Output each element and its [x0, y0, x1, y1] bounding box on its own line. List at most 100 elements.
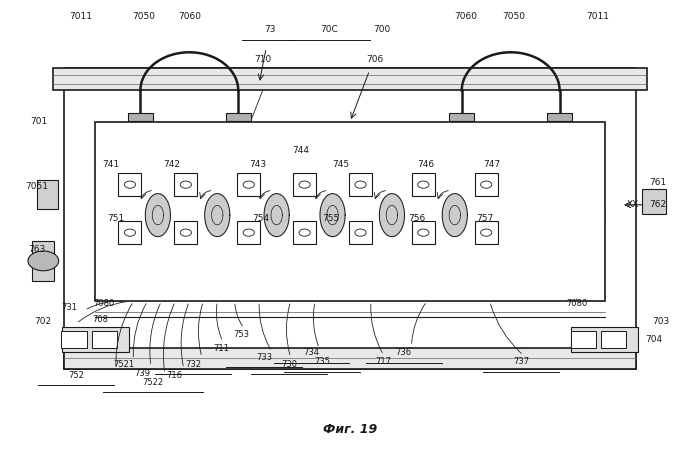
Text: 753: 753 — [234, 330, 250, 339]
Bar — [547, 113, 572, 121]
Bar — [293, 221, 316, 244]
Text: 744: 744 — [293, 147, 309, 156]
Text: 7050: 7050 — [503, 12, 526, 21]
Circle shape — [243, 229, 254, 236]
Bar — [174, 221, 197, 244]
Circle shape — [481, 181, 492, 188]
Text: 761: 761 — [649, 178, 666, 187]
Bar — [571, 327, 638, 351]
Bar — [412, 221, 435, 244]
Circle shape — [355, 229, 366, 236]
Bar — [128, 113, 153, 121]
Polygon shape — [146, 194, 171, 237]
Text: 743: 743 — [249, 160, 266, 169]
Text: 701: 701 — [31, 117, 48, 126]
Bar — [32, 241, 55, 281]
Polygon shape — [442, 194, 468, 237]
Circle shape — [355, 181, 366, 188]
Text: 737: 737 — [513, 357, 529, 366]
Bar — [293, 173, 316, 196]
Text: 734: 734 — [304, 348, 320, 357]
Text: 751: 751 — [107, 214, 125, 223]
Text: 745: 745 — [332, 160, 349, 169]
Bar — [570, 331, 596, 348]
Bar — [118, 173, 141, 196]
Text: 7050: 7050 — [132, 12, 155, 21]
Bar — [62, 327, 129, 351]
Bar — [225, 113, 251, 121]
Text: 7011: 7011 — [587, 12, 610, 21]
Text: 717: 717 — [374, 357, 391, 366]
Bar — [349, 173, 372, 196]
Bar — [62, 331, 87, 348]
Circle shape — [125, 181, 136, 188]
Bar — [64, 68, 636, 369]
Polygon shape — [264, 194, 289, 237]
Bar — [92, 331, 117, 348]
Text: 746: 746 — [417, 160, 434, 169]
Circle shape — [125, 229, 136, 236]
Text: 741: 741 — [102, 160, 120, 169]
Text: 704: 704 — [645, 335, 662, 344]
Text: 735: 735 — [314, 357, 330, 366]
Circle shape — [418, 181, 429, 188]
Text: 7011: 7011 — [69, 12, 92, 21]
Bar — [412, 173, 435, 196]
Text: 702: 702 — [34, 317, 51, 326]
Text: Фиг. 19: Фиг. 19 — [323, 423, 377, 436]
Text: 733: 733 — [256, 353, 272, 362]
Bar — [118, 221, 141, 244]
Text: 7522: 7522 — [142, 378, 164, 387]
Bar — [64, 348, 636, 369]
Text: 711: 711 — [213, 344, 229, 353]
Circle shape — [299, 229, 310, 236]
Text: 7060: 7060 — [178, 12, 201, 21]
Bar — [349, 221, 372, 244]
Text: 752: 752 — [68, 371, 84, 380]
Bar — [237, 173, 260, 196]
Bar — [237, 221, 260, 244]
Text: 703: 703 — [652, 317, 669, 326]
Text: 700: 700 — [373, 25, 390, 34]
Text: 710: 710 — [254, 54, 272, 63]
Bar — [601, 331, 626, 348]
Text: 716: 716 — [166, 371, 182, 380]
Text: 7051: 7051 — [25, 182, 48, 191]
Text: 732: 732 — [185, 360, 201, 369]
Text: 7080: 7080 — [566, 299, 588, 308]
Text: 747: 747 — [483, 160, 500, 169]
Text: 736: 736 — [395, 348, 412, 357]
Circle shape — [243, 181, 254, 188]
Circle shape — [418, 229, 429, 236]
Text: 7080: 7080 — [94, 299, 115, 308]
Text: 73: 73 — [264, 25, 275, 34]
Text: 742: 742 — [163, 160, 181, 169]
Text: 762: 762 — [649, 200, 666, 209]
Bar — [449, 113, 475, 121]
Text: 754: 754 — [253, 214, 270, 223]
Circle shape — [180, 229, 191, 236]
Text: 757: 757 — [476, 214, 494, 223]
Text: 756: 756 — [407, 214, 425, 223]
Circle shape — [299, 181, 310, 188]
Text: 7060: 7060 — [454, 12, 477, 21]
Polygon shape — [320, 194, 345, 237]
Polygon shape — [379, 194, 405, 237]
Text: 763: 763 — [29, 245, 46, 254]
Text: 731: 731 — [61, 303, 77, 312]
Text: 708: 708 — [92, 315, 108, 324]
Text: 70C: 70C — [320, 25, 338, 34]
Bar — [642, 189, 666, 214]
Polygon shape — [204, 194, 230, 237]
Bar — [475, 173, 498, 196]
Text: 739: 739 — [134, 369, 150, 378]
Circle shape — [180, 181, 191, 188]
Bar — [475, 221, 498, 244]
Text: 755: 755 — [323, 214, 339, 223]
Text: XX: XX — [626, 200, 639, 209]
Bar — [53, 68, 647, 90]
Circle shape — [28, 251, 59, 271]
Bar — [37, 180, 58, 209]
Text: 730: 730 — [281, 360, 298, 369]
Circle shape — [481, 229, 492, 236]
